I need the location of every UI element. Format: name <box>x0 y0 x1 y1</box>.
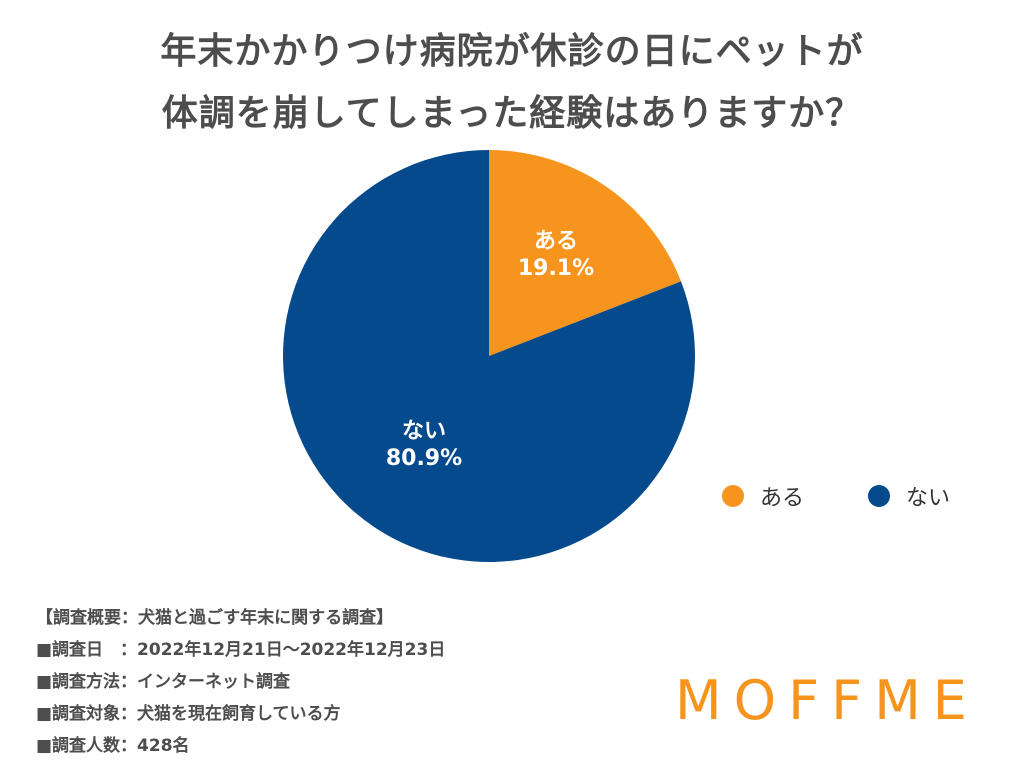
legend-item-nai: ない <box>868 481 950 511</box>
chart-title-line-2: 体調を崩してしまった経験はありますか？ <box>161 93 863 134</box>
moffme-logo: MOFFME <box>675 669 979 732</box>
legend-marker-nai <box>868 485 890 507</box>
survey-sample-size: ■調査人数：428名 <box>36 736 190 756</box>
slice-value-label-aru: 19.1% <box>518 256 594 281</box>
slice-value-label-nai: 80.9% <box>386 446 462 471</box>
survey-overview-heading: 【調査概要：犬猫と過ごす年末に関する調査】 <box>36 608 394 628</box>
legend-label-nai: ない <box>906 486 951 511</box>
slice-category-label-nai: ない <box>402 419 446 444</box>
slice-category-label-aru: ある <box>534 229 578 254</box>
legend-marker-aru <box>722 485 744 507</box>
survey-method: ■調査方法：インターネット調査 <box>36 672 291 692</box>
pie-slice-aru <box>489 150 682 356</box>
survey-target: ■調査対象：犬猫を現在飼育している方 <box>36 704 341 724</box>
chart-title-line-1: 年末かかりつけ病院が休診の日にペットが <box>160 31 864 72</box>
survey-date: ■調査日 ：2022年12月21日〜2022年12月23日 <box>36 640 446 660</box>
pie-slice-nai <box>283 150 696 562</box>
legend-label-aru: ある <box>760 486 805 511</box>
legend-item-aru: ある <box>722 481 804 511</box>
